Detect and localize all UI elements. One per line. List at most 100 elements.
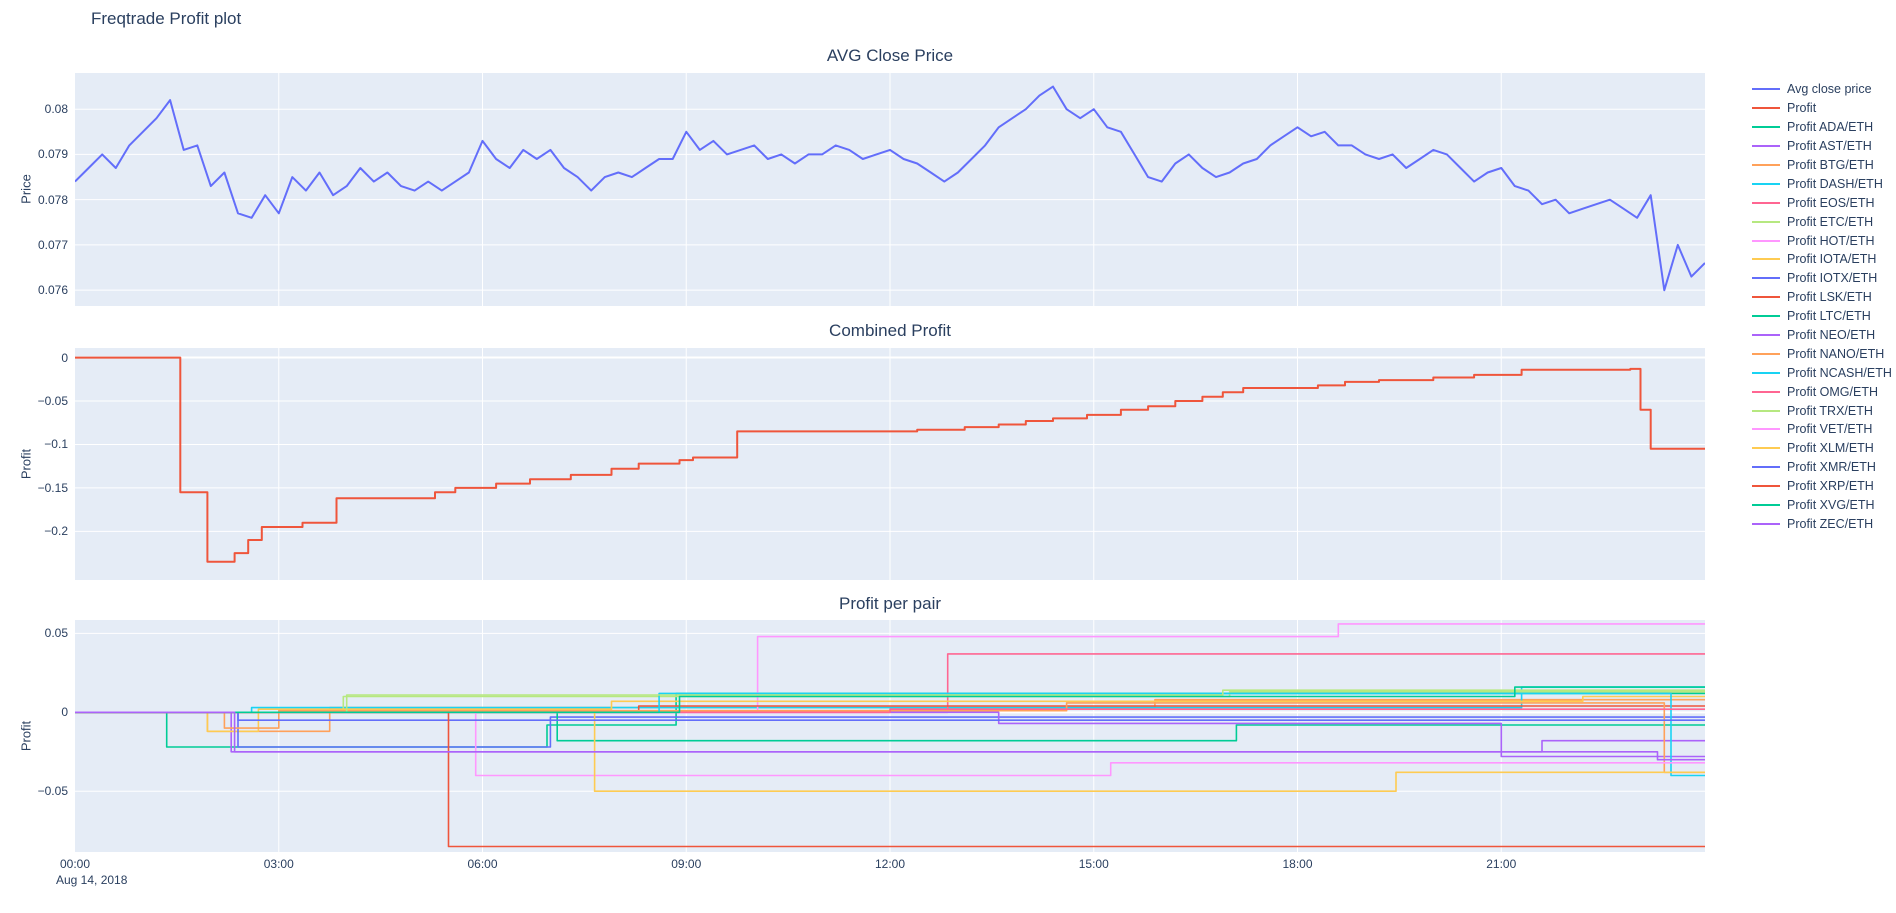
legend-item-profit-ada-eth[interactable]: Profit ADA/ETH — [1752, 118, 1892, 137]
legend-swatch — [1752, 182, 1780, 185]
series-line-profit-iota-eth — [75, 695, 1705, 733]
legend-swatch — [1752, 504, 1780, 507]
legend-item-profit-xrp-eth[interactable]: Profit XRP/ETH — [1752, 477, 1892, 496]
legend-label: Profit XMR/ETH — [1787, 460, 1876, 475]
legend-label: Profit ZEC/ETH — [1787, 516, 1874, 531]
legend-label: Profit VET/ETH — [1787, 422, 1873, 437]
plot-canvas-avg-close-price — [75, 73, 1705, 306]
legend-label: Profit DASH/ETH — [1787, 176, 1883, 191]
legend-swatch — [1752, 296, 1780, 299]
y-axis-label-profit-per-pair: Profit — [18, 720, 34, 752]
legend-label: Profit NANO/ETH — [1787, 346, 1885, 361]
legend-label: Profit ETC/ETH — [1787, 214, 1874, 229]
legend-item-profit-zec-eth[interactable]: Profit ZEC/ETH — [1752, 514, 1892, 533]
legend-item-profit-dash-eth[interactable]: Profit DASH/ETH — [1752, 174, 1892, 193]
plot-area-combined-profit[interactable] — [75, 348, 1705, 580]
legend-item-profit-hot-eth[interactable]: Profit HOT/ETH — [1752, 231, 1892, 250]
y-tick-label: 0.077 — [37, 237, 68, 252]
legend-item-profit-xmr-eth[interactable]: Profit XMR/ETH — [1752, 458, 1892, 477]
legend-label: Profit IOTX/ETH — [1787, 271, 1878, 286]
legend-item-profit-ast-eth[interactable]: Profit AST/ETH — [1752, 137, 1892, 156]
legend-swatch — [1752, 485, 1780, 488]
y-axis-label-combined-profit: Profit — [18, 448, 34, 480]
subplot-title-profit-per-pair: Profit per pair — [838, 594, 942, 613]
legend-label: Profit XRP/ETH — [1787, 479, 1874, 494]
x-tick-label: 03:00 — [263, 857, 294, 871]
x-tick-label: 18:00 — [1282, 857, 1313, 871]
legend-item-profit-omg-eth[interactable]: Profit OMG/ETH — [1752, 382, 1892, 401]
series-line-profit-nano-eth — [75, 702, 1705, 774]
legend-label: Profit — [1787, 101, 1817, 116]
subplot-title-combined-profit: Combined Profit — [829, 321, 951, 340]
legend-label: Profit EOS/ETH — [1787, 195, 1875, 210]
legend-item-profit-neo-eth[interactable]: Profit NEO/ETH — [1752, 326, 1892, 345]
legend-swatch — [1752, 220, 1780, 223]
plot-canvas-profit-per-pair — [75, 620, 1705, 852]
series-line-profit-xvg-eth — [75, 686, 1705, 714]
legend-label: Avg close price — [1787, 82, 1872, 97]
x-tick-label: 12:00 — [874, 857, 906, 871]
x-tick-label: 15:00 — [1078, 857, 1109, 871]
y-tick-label: 0.079 — [37, 147, 68, 162]
y-tick-label: 0 — [61, 705, 68, 720]
x-tick-label: 06:00 — [467, 857, 498, 871]
y-tick-label: −0.05 — [37, 784, 68, 799]
legend-item-profit-ncash-eth[interactable]: Profit NCASH/ETH — [1752, 363, 1892, 382]
subplot-title-avg-close-price: AVG Close Price — [826, 46, 954, 65]
legend-item-profit-btg-eth[interactable]: Profit BTG/ETH — [1752, 156, 1892, 175]
legend-swatch — [1752, 277, 1780, 280]
legend-swatch — [1752, 239, 1780, 242]
plot-area-avg-close-price[interactable] — [75, 73, 1705, 306]
x-tick-label: 00:00 — [59, 857, 91, 871]
y-tick-label: −0.1 — [44, 437, 68, 452]
x-tick-label: 21:00 — [1486, 857, 1517, 871]
legend-item-profit-ltc-eth[interactable]: Profit LTC/ETH — [1752, 307, 1892, 326]
legend-item-profit-xvg-eth[interactable]: Profit XVG/ETH — [1752, 496, 1892, 515]
legend-item-profit-iota-eth[interactable]: Profit IOTA/ETH — [1752, 250, 1892, 269]
legend-item-profit-iotx-eth[interactable]: Profit IOTX/ETH — [1752, 269, 1892, 288]
legend-item-avg-close-price[interactable]: Avg close price — [1752, 80, 1892, 99]
legend-label: Profit ADA/ETH — [1787, 120, 1874, 135]
series-line-profit — [75, 356, 1705, 563]
legend-item-profit-vet-eth[interactable]: Profit VET/ETH — [1752, 420, 1892, 439]
legend-swatch — [1752, 88, 1780, 91]
legend-item-profit-trx-eth[interactable]: Profit TRX/ETH — [1752, 401, 1892, 420]
legend-label: Profit AST/ETH — [1787, 139, 1872, 154]
legend-swatch — [1752, 315, 1780, 318]
legend-label: Profit NCASH/ETH — [1787, 365, 1892, 380]
legend-item-profit-eos-eth[interactable]: Profit EOS/ETH — [1752, 193, 1892, 212]
series-line-profit-ada-eth — [75, 692, 1705, 748]
legend-swatch — [1752, 522, 1780, 525]
series-line-avg-close-price — [75, 85, 1705, 292]
legend-item-profit-nano-eth[interactable]: Profit NANO/ETH — [1752, 344, 1892, 363]
legend-label: Profit TRX/ETH — [1787, 403, 1873, 418]
legend: Avg close price Profit Profit ADA/ETH Profi… — [1752, 80, 1892, 533]
plot-canvas-combined-profit — [75, 348, 1705, 580]
legend-label: Profit BTG/ETH — [1787, 158, 1874, 172]
legend-item-profit-lsk-eth[interactable]: Profit LSK/ETH — [1752, 288, 1892, 307]
x-tick-label: 09:00 — [671, 857, 702, 871]
legend-label: Profit LTC/ETH — [1787, 309, 1871, 324]
y-tick-label: −0.2 — [44, 524, 68, 539]
legend-item-profit-etc-eth[interactable]: Profit ETC/ETH — [1752, 212, 1892, 231]
legend-swatch — [1752, 334, 1780, 337]
legend-swatch — [1752, 258, 1780, 261]
legend-swatch — [1752, 428, 1780, 431]
figure-title: Freqtrade Profit plot — [91, 9, 242, 28]
legend-item-profit-xlm-eth[interactable]: Profit XLM/ETH — [1752, 439, 1892, 458]
legend-label: Profit IOTA/ETH — [1787, 252, 1877, 267]
x-axis-date-label: Aug 14, 2018 — [56, 873, 128, 887]
legend-swatch — [1752, 201, 1780, 204]
legend-label: Profit OMG/ETH — [1787, 384, 1878, 399]
plot-area-profit-per-pair[interactable] — [75, 620, 1705, 852]
legend-swatch — [1752, 145, 1780, 148]
legend-swatch — [1752, 107, 1780, 110]
legend-swatch — [1752, 371, 1780, 374]
y-tick-label: 0.078 — [37, 192, 68, 207]
y-tick-label: 0.076 — [37, 283, 68, 298]
legend-item-profit[interactable]: Profit — [1752, 99, 1892, 118]
legend-label: Profit XLM/ETH — [1787, 441, 1874, 456]
y-tick-label: 0.05 — [44, 626, 68, 641]
y-tick-label: −0.15 — [37, 480, 68, 495]
